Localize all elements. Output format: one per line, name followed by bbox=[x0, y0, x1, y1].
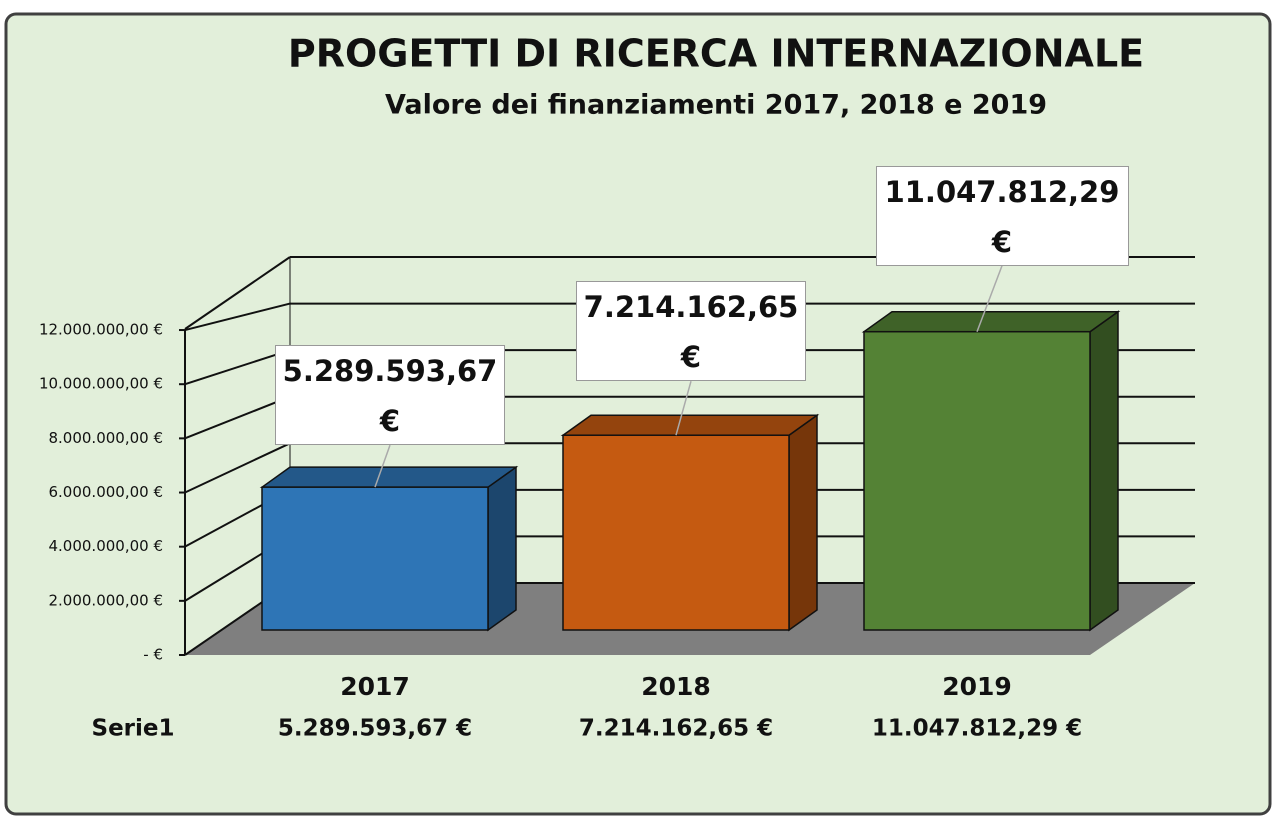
bar bbox=[261, 486, 489, 631]
bar-side bbox=[1089, 310, 1119, 632]
y-tick-label: 12.000.000,00 € bbox=[39, 321, 163, 339]
y-tick-label: 2.000.000,00 € bbox=[48, 591, 163, 609]
table-value: 7.214.162,65 € bbox=[579, 716, 773, 742]
leader-line bbox=[675, 381, 692, 436]
leader-line bbox=[374, 444, 391, 488]
table-value: 11.047.812,29 € bbox=[872, 716, 1082, 742]
data-label: 11.047.812,29 € bbox=[875, 165, 1129, 266]
bar-top bbox=[861, 310, 1121, 333]
grid-line bbox=[184, 256, 291, 330]
bar-top bbox=[560, 414, 820, 436]
bar bbox=[562, 434, 790, 631]
y-tick-label: 4.000.000,00 € bbox=[48, 537, 163, 555]
bar-top bbox=[259, 466, 519, 488]
table-value: 5.289.593,67 € bbox=[278, 716, 472, 742]
bar bbox=[863, 330, 1091, 631]
grid-line bbox=[184, 442, 291, 494]
y-tick-label: 10.000.000,00 € bbox=[39, 375, 163, 393]
y-tick-label: - € bbox=[143, 646, 163, 664]
leader-line bbox=[976, 265, 1003, 332]
data-label: 7.214.162,65 € bbox=[576, 281, 806, 382]
grid-line bbox=[184, 395, 291, 440]
x-tick-label: 2018 bbox=[641, 672, 711, 701]
chart-title: PROGETTI DI RICERCA INTERNAZIONALE bbox=[288, 32, 1144, 76]
bar-side bbox=[788, 413, 818, 632]
bar-side bbox=[487, 465, 517, 632]
grid-line bbox=[184, 302, 291, 332]
data-label: 5.289.593,67 € bbox=[275, 345, 505, 446]
x-tick-label: 2019 bbox=[942, 672, 1012, 701]
grid-line bbox=[184, 349, 291, 386]
table-series-name: Serie1 bbox=[92, 716, 175, 742]
chart-subtitle: Valore dei finanziamenti 2017, 2018 e 20… bbox=[385, 90, 1047, 121]
y-tick-label: 6.000.000,00 € bbox=[48, 483, 163, 501]
y-tick-label: 8.000.000,00 € bbox=[48, 429, 163, 447]
x-tick-label: 2017 bbox=[340, 672, 410, 701]
